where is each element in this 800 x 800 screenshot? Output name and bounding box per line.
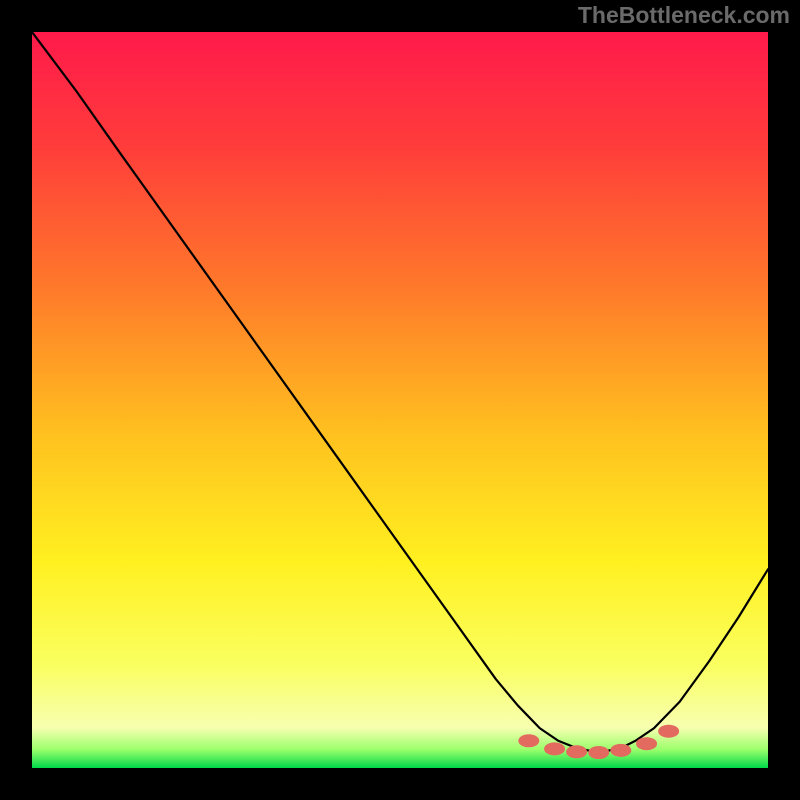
data-marker <box>611 744 631 756</box>
data-marker <box>637 738 657 750</box>
chart-frame: TheBottleneck.com <box>0 0 800 800</box>
data-marker <box>545 743 565 755</box>
plot-area <box>32 32 768 768</box>
gradient-background <box>32 32 768 768</box>
watermark-text: TheBottleneck.com <box>578 2 790 29</box>
data-marker <box>567 746 587 758</box>
chart-svg <box>32 32 768 768</box>
data-marker <box>659 725 679 737</box>
data-marker <box>589 747 609 759</box>
data-marker <box>519 735 539 747</box>
